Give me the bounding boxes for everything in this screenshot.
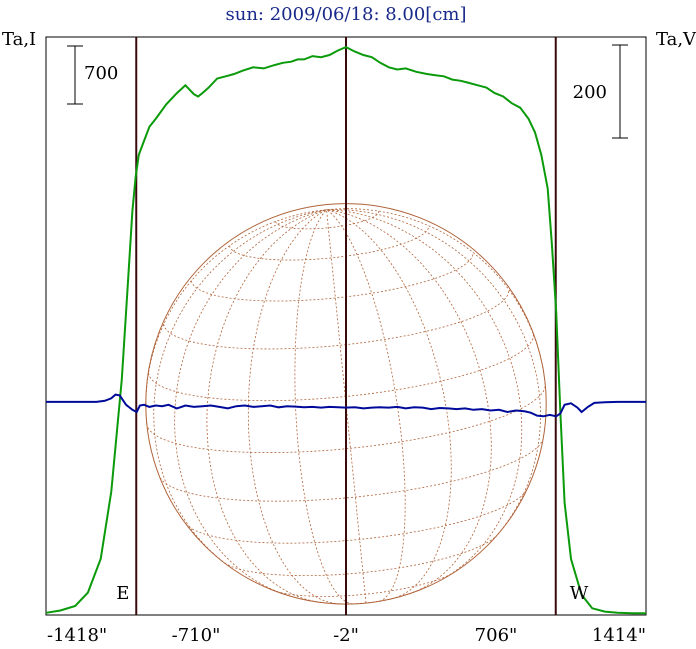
solar-longitude-line	[247, 209, 341, 605]
y-left-label: Ta,I	[2, 29, 36, 50]
solar-latitude-line	[229, 225, 430, 261]
solar-latitude-line	[191, 252, 474, 302]
stokes-i-series-line	[45, 45, 646, 615]
solar-longitude-line	[326, 208, 546, 384]
solar-longitude-line	[174, 209, 327, 596]
right-scale-bar-label: 200	[573, 82, 607, 103]
left-scale-bar-label: 700	[84, 63, 118, 84]
solar-latitude-line	[146, 383, 546, 454]
solar-longitude-line	[145, 209, 327, 424]
x-tick-label: -2"	[333, 625, 359, 646]
x-tick-label: -1418"	[47, 625, 107, 646]
solar-longitude-line	[326, 209, 492, 595]
x-tick-labels: -1418" -710" -2" 706" 1414"	[47, 625, 646, 646]
solar-longitude-line	[326, 209, 542, 544]
solar-longitude-line	[326, 209, 452, 600]
solar-latitude-line	[148, 334, 534, 402]
solar-longitude-line	[326, 209, 523, 580]
stokes-v-series-line	[46, 393, 646, 418]
x-tick-label: 1414"	[592, 625, 646, 646]
limb-marker-e: E	[116, 583, 129, 604]
limb-marker-w: W	[570, 583, 589, 604]
y-right-label: Ta,V	[656, 29, 696, 50]
solar-latitude-line	[224, 535, 497, 576]
solar-longitude-line	[326, 209, 406, 602]
x-tick-label: 706"	[475, 625, 518, 646]
solar-longitude-line	[206, 209, 327, 603]
limb-lines	[135, 37, 557, 615]
solar-longitude-line	[326, 209, 367, 603]
solar-latitude-line	[159, 439, 544, 502]
x-tick-label: -710"	[172, 625, 221, 646]
solar-latitude-line	[340, 598, 392, 605]
right-scale-bar: 200	[573, 44, 628, 139]
solar-longitude-line	[294, 209, 353, 605]
solar-longitude-line	[153, 209, 327, 570]
solar-latitude-line	[185, 489, 528, 544]
chart-title: sun: 2009/06/18: 8.00[cm]	[225, 4, 466, 25]
left-scale-bar: 700	[67, 45, 118, 105]
solar-latitude-line	[163, 289, 510, 350]
